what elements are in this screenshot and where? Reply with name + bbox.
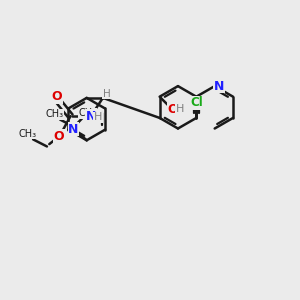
Text: N: N [86,110,96,123]
Text: N: N [214,80,224,93]
Text: Cl: Cl [190,96,203,109]
Text: H: H [103,89,110,99]
Text: CH₃: CH₃ [46,110,64,119]
Text: N: N [68,123,79,136]
Text: H: H [176,104,184,114]
Text: CH₃: CH₃ [78,108,96,118]
Text: O: O [52,90,62,103]
Text: CH₃: CH₃ [18,128,36,139]
Text: O: O [53,130,64,143]
Text: O: O [167,103,178,116]
Text: H: H [94,112,102,122]
